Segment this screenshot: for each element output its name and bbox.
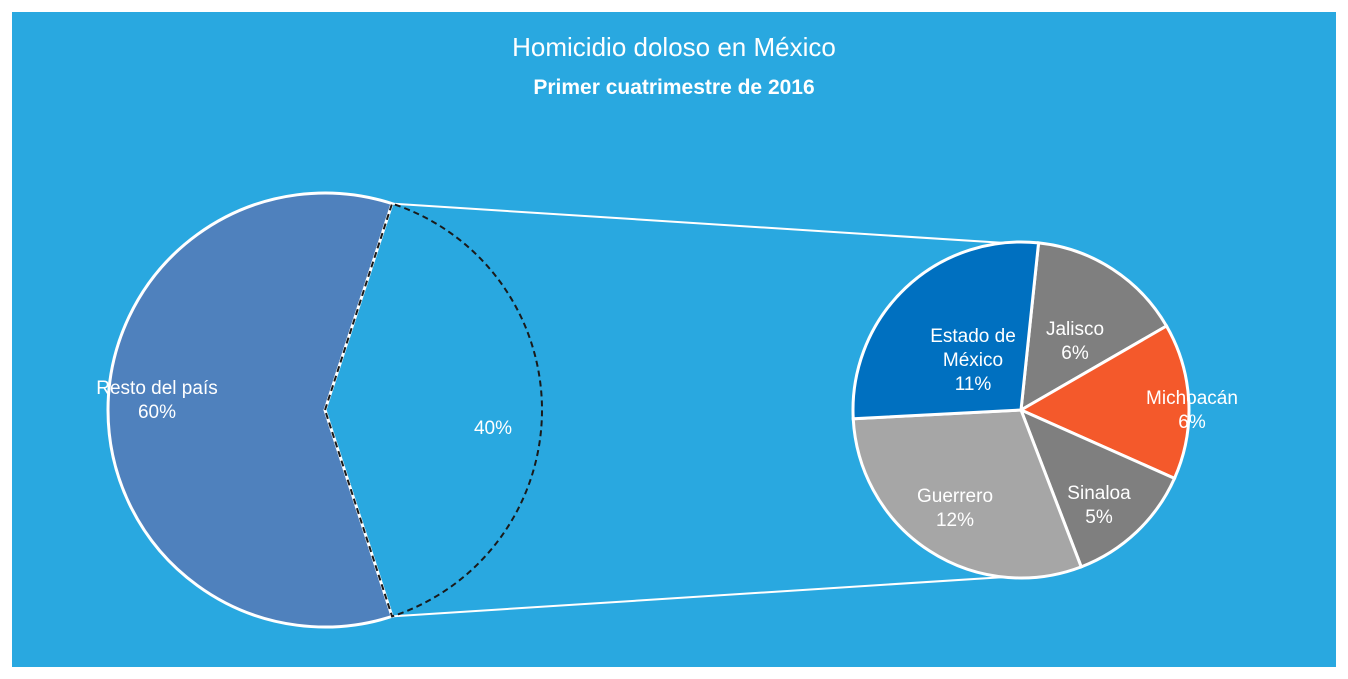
slice-jalisco bbox=[1019, 241, 1169, 413]
slice-michoacan bbox=[1017, 323, 1191, 481]
label-resto-del-pais: Resto del país 60% bbox=[96, 378, 217, 423]
label-sinaloa: Sinaloa 5% bbox=[1067, 483, 1131, 528]
connector-line-bottom bbox=[391, 576, 1004, 618]
slice-other bbox=[323, 202, 543, 618]
chart-title: Homicidio doloso en México bbox=[512, 32, 836, 62]
pie-of-pie-chart: Resto del país 60% 40% Jalisco 6% Michoacán 6%… bbox=[96, 191, 1238, 629]
slice-resto-del-pais bbox=[106, 191, 394, 629]
label-estado-de-mexico: Estado de México 11% bbox=[930, 326, 1016, 395]
connector-line-top bbox=[391, 202, 1004, 244]
slice-estado-de-mexico bbox=[851, 240, 1041, 421]
label-jalisco: Jalisco 6% bbox=[1046, 319, 1104, 364]
slice-guerrero bbox=[851, 408, 1084, 580]
label-michoacan: Michoacán 6% bbox=[1146, 388, 1238, 433]
label-other: 40% bbox=[474, 418, 512, 439]
chart-subtitle: Primer cuatrimestre de 2016 bbox=[533, 76, 815, 99]
chart-area: Homicidio doloso en México Primer cuatri… bbox=[12, 12, 1336, 667]
label-guerrero: Guerrero 12% bbox=[917, 486, 993, 531]
slice-sinaloa bbox=[1018, 407, 1177, 569]
